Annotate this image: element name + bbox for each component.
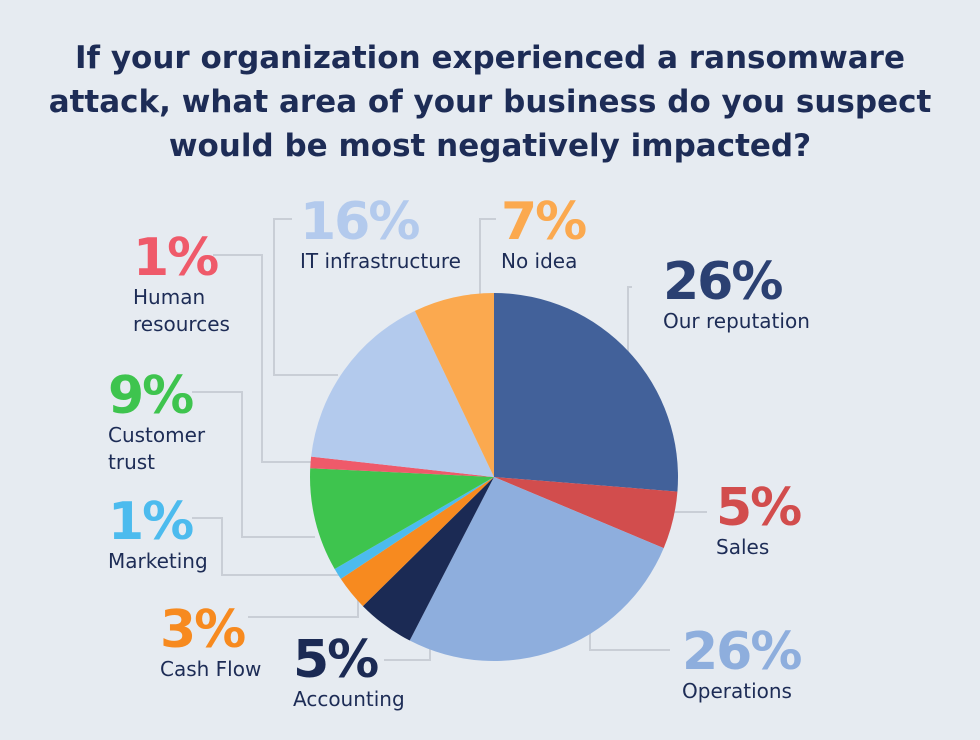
leader-line-operations: [589, 625, 670, 651]
category-label-customer-trust: Customer trust: [108, 423, 206, 474]
label-our-reputation: 26% Our reputation: [663, 256, 810, 335]
pie-slice-operations: [409, 477, 664, 662]
leader-line-customer-trust: [192, 391, 315, 538]
category-label-human-resources: Human resources: [133, 285, 230, 336]
category-label-cash-flow: Cash Flow: [160, 657, 262, 681]
label-sales: 5% Sales: [716, 478, 802, 561]
leader-line-no-idea: [479, 218, 496, 294]
value-label-no-idea: 7%: [501, 192, 587, 252]
leader-line-human-resources: [213, 254, 312, 463]
label-accounting: 5% Accounting: [293, 634, 405, 713]
pie-slice-cash-flow: [340, 477, 494, 607]
category-label-accounting: Accounting: [293, 687, 405, 711]
value-label-marketing: 1%: [108, 492, 194, 552]
pie-slice-our-reputation: [494, 293, 678, 492]
pie-slice-customer-trust: [310, 468, 494, 569]
label-it-infrastructure: 16% IT infrastructure: [300, 196, 461, 275]
value-label-human-resources: 1%: [133, 228, 219, 288]
pie-slice-marketing: [334, 477, 494, 579]
leader-line-marketing: [192, 517, 342, 576]
value-label-accounting: 5%: [293, 630, 379, 690]
value-label-cash-flow: 3%: [160, 600, 246, 660]
pie-slice-accounting: [362, 477, 494, 641]
category-label-marketing: Marketing: [108, 549, 208, 573]
label-operations: 26% Operations: [682, 622, 802, 705]
category-label-it-infrastructure: IT infrastructure: [300, 249, 461, 273]
value-label-sales: 5%: [716, 478, 802, 538]
leader-line-it-infrastructure: [273, 218, 338, 376]
value-label-it-infrastructure: 16%: [300, 192, 420, 252]
label-no-idea: 7% No idea: [501, 192, 587, 275]
category-label-no-idea: No idea: [501, 249, 578, 273]
category-label-sales: Sales: [716, 535, 770, 559]
label-cash-flow: 3% Cash Flow: [160, 604, 261, 683]
label-customer-trust: 9% Customer trust: [108, 370, 205, 476]
chart-title: If your organization experienced a ranso…: [48, 40, 932, 164]
category-label-our-reputation: Our reputation: [663, 309, 810, 333]
label-marketing: 1% Marketing: [108, 496, 208, 575]
pie-slice-it-infrastructure: [311, 310, 494, 477]
label-human-resources: 1% Human resources: [133, 232, 230, 338]
value-label-our-reputation: 26%: [663, 252, 783, 312]
pie-slice-no-idea: [414, 293, 494, 477]
leader-line-cash-flow: [248, 598, 359, 618]
pie-slice-sales: [494, 477, 678, 549]
pie-slice-human-resources: [310, 456, 494, 477]
category-label-operations: Operations: [682, 679, 792, 703]
value-label-operations: 26%: [682, 622, 802, 682]
value-label-customer-trust: 9%: [108, 366, 194, 426]
